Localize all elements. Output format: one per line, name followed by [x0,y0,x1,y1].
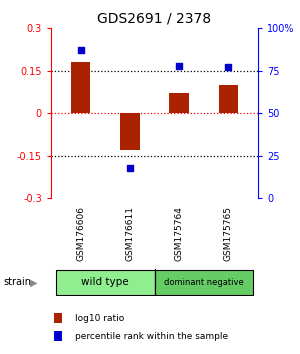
Bar [71,62,90,113]
Text: log10 ratio: log10 ratio [75,314,124,323]
Text: GSM175764: GSM175764 [175,206,184,261]
Title: GDS2691 / 2378: GDS2691 / 2378 [98,12,212,26]
Text: percentile rank within the sample: percentile rank within the sample [75,332,228,341]
Text: wild type: wild type [81,277,129,287]
Point [78,47,83,53]
Text: dominant negative: dominant negative [164,278,244,287]
Bar [56,270,154,295]
Text: GSM176606: GSM176606 [76,206,85,261]
Text: ▶: ▶ [30,277,38,287]
Bar [120,113,140,150]
Bar [154,270,253,295]
Point [128,165,132,171]
Bar [219,85,238,113]
Point [177,63,182,69]
Text: strain: strain [3,277,31,287]
Text: GSM176611: GSM176611 [125,206,134,261]
Text: GSM175765: GSM175765 [224,206,233,261]
Point [226,64,231,70]
Bar [169,93,189,113]
